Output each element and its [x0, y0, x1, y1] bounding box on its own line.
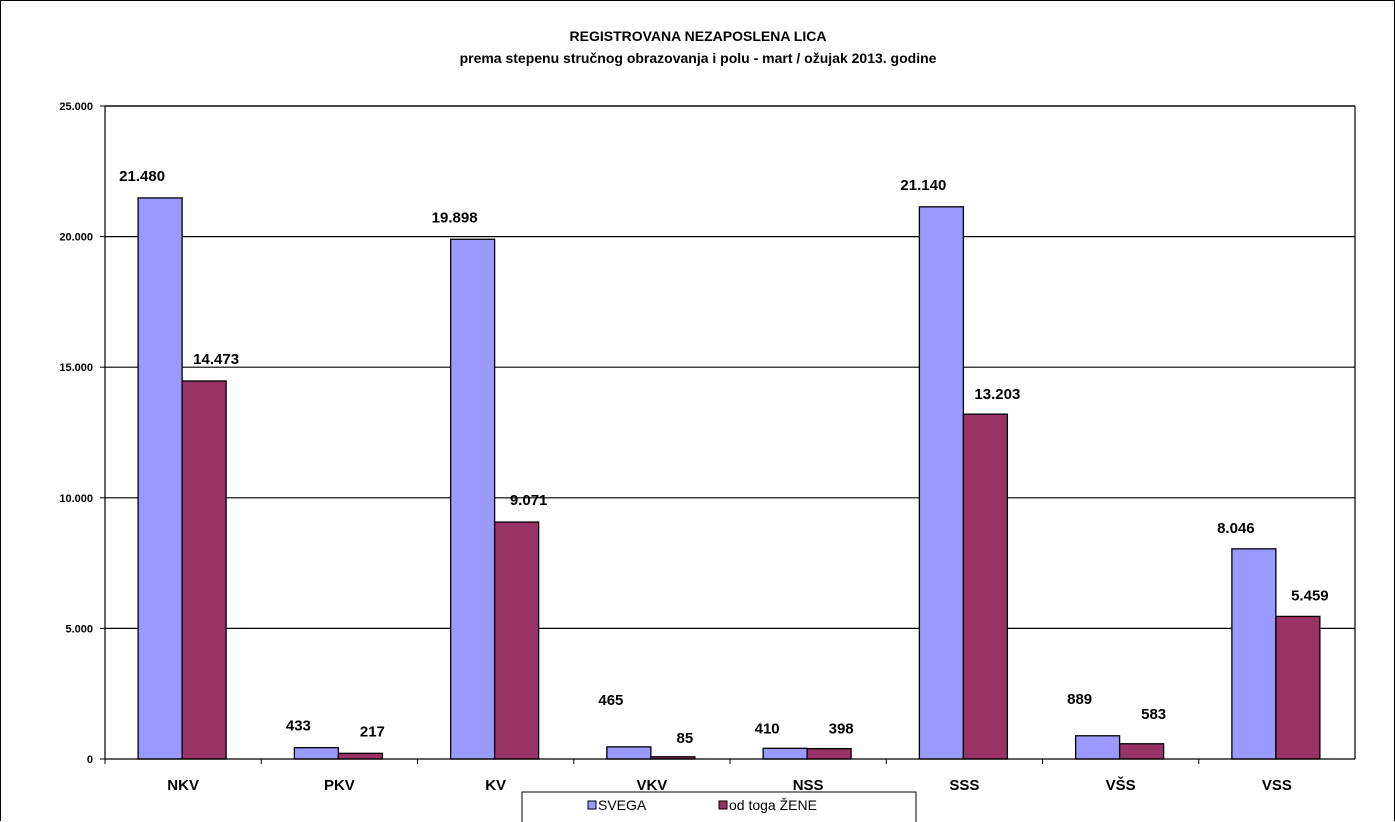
legend-swatch-zene — [718, 800, 728, 810]
data-label-svega: 21.480 — [119, 168, 165, 185]
bars — [137, 197, 1321, 760]
bar-zene — [493, 521, 540, 760]
bar-svega — [606, 746, 652, 760]
bar-svega — [1074, 735, 1121, 760]
legend: SVEGA od toga ŽENE — [521, 791, 917, 822]
bar-svega — [762, 747, 808, 760]
data-label-svega: 433 — [286, 718, 311, 735]
data-label-zene: 5.459 — [1291, 587, 1329, 604]
bar-svega — [1231, 548, 1277, 760]
bar-zene — [1118, 743, 1165, 760]
x-tick-label: SSS — [949, 777, 979, 794]
data-label-svega: 8.046 — [1217, 520, 1255, 537]
data-label-zene: 85 — [677, 730, 694, 747]
legend-label-svega: SVEGA — [598, 797, 647, 813]
data-labels: 21.480 14.473 433 217 19.898 9.071 465 85 410 398… — [119, 168, 1328, 747]
data-label-svega: 889 — [1067, 691, 1092, 708]
data-label-svega: 19.898 — [432, 209, 478, 226]
x-tick-label: NSS — [793, 777, 824, 794]
axes: 0 5.000 10.000 15.000 20.000 25.000 NKV PKV KV VK… — [59, 101, 1356, 794]
chart-title: REGISTROVANA NEZAPOSLENA LICA — [570, 28, 827, 44]
y-tick-label: 0 — [87, 754, 93, 766]
data-label-zene: 217 — [360, 723, 385, 740]
x-tick-label: KV — [485, 777, 506, 794]
y-tick-label: 20.000 — [59, 232, 93, 244]
bar-zene — [337, 752, 384, 760]
y-tick-label: 15.000 — [59, 362, 93, 374]
data-label-zene: 13.203 — [974, 386, 1020, 403]
bar-zene — [962, 413, 1009, 760]
data-label-zene: 583 — [1141, 706, 1166, 723]
data-label-svega: 21.140 — [900, 177, 946, 194]
data-label-zene: 9.071 — [510, 492, 548, 509]
chart-subtitle: prema stepenu stručnog obrazovanja i pol… — [460, 50, 937, 66]
bar-svega — [137, 197, 183, 760]
data-label-zene: 398 — [829, 721, 854, 738]
bar-zene — [1275, 615, 1321, 760]
data-label-zene: 14.473 — [193, 351, 239, 368]
x-tick-label: NKV — [167, 777, 199, 794]
y-tick-label: 25.000 — [59, 101, 93, 113]
y-tick-label: 10.000 — [59, 493, 93, 505]
bar-svega — [449, 238, 496, 760]
x-tick-label: PKV — [324, 777, 355, 794]
bar-svega — [293, 747, 340, 760]
legend-swatch-svega — [587, 800, 597, 810]
bar-zene — [181, 380, 227, 760]
gridlines — [105, 105, 1355, 630]
y-tick-label: 5.000 — [65, 623, 93, 635]
bar-zene — [806, 747, 852, 760]
x-tick-label: VSS — [1262, 777, 1292, 794]
legend-label-zene: od toga ŽENE — [729, 797, 817, 813]
data-label-svega: 410 — [755, 720, 780, 737]
x-tick-label: VŠS — [1106, 776, 1136, 794]
bar-svega — [918, 206, 965, 760]
data-label-svega: 465 — [598, 692, 623, 709]
x-tick-label: VKV — [636, 777, 667, 794]
